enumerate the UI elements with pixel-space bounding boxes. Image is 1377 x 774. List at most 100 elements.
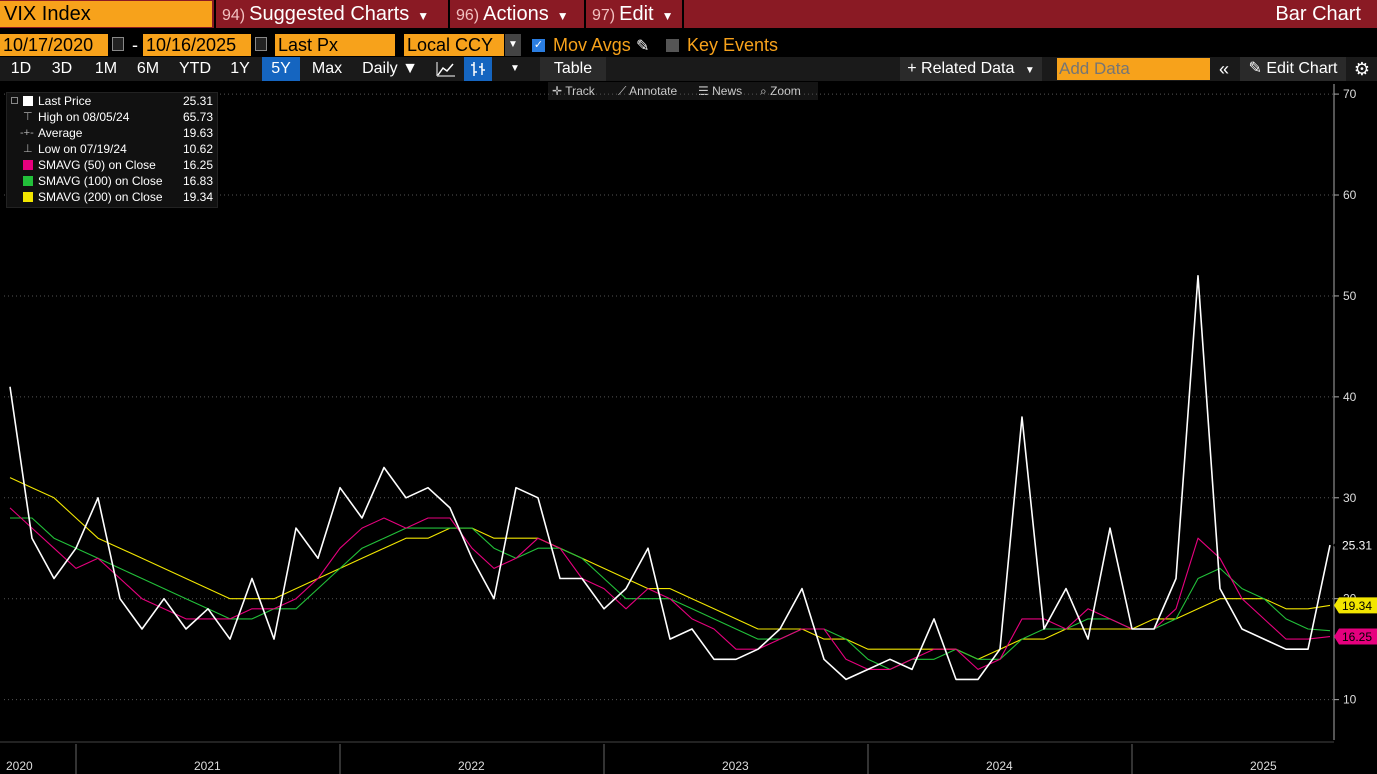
period-max-button[interactable]: Max [311,60,343,77]
period-1m-button[interactable]: 1M [94,60,118,77]
security-input[interactable]: VIX Index [0,1,212,27]
pencil-icon: ✎ [1248,60,1262,77]
low-marker-icon: ⊥ [23,143,33,155]
key-events-label[interactable]: Key Events [687,35,779,55]
period-5y-button[interactable]: 5Y [262,57,300,81]
chevron-down-icon: ▼ [1024,65,1035,76]
annotate-icon: ⟋ [618,84,627,98]
suggested-charts-menu[interactable]: 94) Suggested Charts ▼ [214,0,429,28]
currency-select[interactable]: Local CCY [404,34,504,56]
x-tick-label: 2020 [6,759,33,773]
actions-menu[interactable]: 96) Actions ▼ [448,0,569,28]
crosshair-icon: ✛ [552,84,563,98]
legend-high: ⊤ High on 08/05/24 65.73 [11,109,217,125]
menu-label: Edit [619,3,654,25]
legend-last-price: Last Price 25.31 [11,93,217,109]
collapse-icon[interactable]: « [1218,59,1229,79]
legend-low: ⊥ Low on 07/19/24 10.62 [11,141,217,157]
news-tool[interactable]: ☰ News [698,82,742,100]
period-6m-button[interactable]: 6M [136,60,160,77]
annotate-tool[interactable]: ⟋ Annotate [618,82,677,100]
legend-value: 10.62 [182,142,213,156]
edit-menu[interactable]: 97) Edit ▼ [584,0,684,28]
legend-smavg-100: SMAVG (100) on Close 16.83 [11,173,217,189]
date-separator: - [132,35,138,55]
legend-label: SMAVG (50) on Close [38,158,156,172]
legend-value: 16.83 [182,174,213,188]
last-value-tag-label: 16.25 [1342,630,1372,644]
x-tick-label: 2021 [194,759,221,773]
collapse-icon[interactable] [11,97,18,104]
series-line-smavg-100 [10,517,1331,670]
end-date-input[interactable]: 10/16/2025 [143,34,251,56]
period-3d-button[interactable]: 3D [51,60,73,77]
legend-swatch [23,160,33,170]
zoom-label: Zoom [770,84,801,98]
y-tick-label: 10 [1343,693,1357,707]
chevron-down-icon[interactable]: ▼ [505,34,521,56]
annotate-label: Annotate [629,84,678,98]
chevron-down-icon: ▼ [556,9,569,23]
legend-value: 19.34 [182,190,213,204]
chevron-down-icon: ▼ [661,9,674,23]
period-1y-button[interactable]: 1Y [230,60,250,77]
track-tool[interactable]: ✛ Track [552,82,595,100]
high-marker-icon: ⊤ [23,111,33,123]
bar-chart-icon[interactable] [464,57,492,81]
y-tick-label: 60 [1343,188,1357,202]
menu-number: 94) [222,7,246,24]
calendar-icon[interactable] [255,37,267,51]
period-ytd-button[interactable]: YTD [179,60,211,77]
last-value-tag-bg [1333,536,1377,554]
legend-label: SMAVG (100) on Close [38,174,163,188]
edit-chart-label: Edit Chart [1266,60,1338,77]
mov-avgs-checkbox[interactable]: ✓ [532,39,545,52]
legend-value: 65.73 [182,110,213,124]
x-tick-label: 2024 [986,759,1013,773]
legend-label: Average [38,126,83,140]
start-date-input[interactable]: 10/17/2020 [0,34,108,56]
gear-icon[interactable]: ⚙ [1353,59,1371,79]
legend-value: 16.25 [182,158,213,172]
period-1d-button[interactable]: 1D [10,60,32,77]
last-value-tag-label: 25.31 [1342,539,1372,553]
legend-label: SMAVG (200) on Close [38,190,163,204]
legend-label: High on 08/05/24 [38,110,130,124]
legend-swatch [23,96,33,106]
frequency-select[interactable]: Daily ▼ [362,60,418,77]
pencil-icon[interactable]: ✎ [636,38,650,55]
chevron-down-icon[interactable]: ▼ [510,63,520,74]
y-tick-label: 40 [1343,390,1357,404]
legend-swatch [23,176,33,186]
y-tick-label: 20 [1343,592,1357,606]
menu-number: 96) [456,7,480,24]
series-line-last-price [9,274,1331,681]
field-select[interactable]: Last Px [275,34,395,56]
last-value-tag-label: 19.34 [1342,599,1372,613]
chart-legend[interactable]: Last Price 25.31 ⊤ High on 08/05/24 65.7… [6,92,218,208]
chart-type-title: Bar Chart [1275,3,1361,25]
x-tick-label: 2025 [1250,759,1277,773]
legend-average: -+- Average 19.63 [11,125,217,141]
menu-label: Suggested Charts [249,3,410,25]
legend-smavg-50: SMAVG (50) on Close 16.25 [11,157,217,173]
last-value-tag: 16.25 [1334,628,1377,645]
calendar-icon[interactable] [112,37,124,51]
track-label: Track [565,84,595,98]
related-data-button[interactable]: + Related Data ▼ [900,57,1042,81]
table-button[interactable]: Table [540,57,606,81]
legend-label: Low on 07/19/24 [38,142,127,156]
y-tick-label: 70 [1343,87,1357,101]
zoom-tool[interactable]: ⌕ Zoom [760,82,801,100]
key-events-checkbox[interactable] [666,39,679,52]
last-value-tag-bg [1334,597,1377,614]
legend-value: 19.63 [182,126,213,140]
edit-chart-button[interactable]: ✎ Edit Chart [1240,57,1346,81]
line-chart-icon[interactable] [432,57,460,81]
last-value-tag: 19.34 [1334,597,1377,614]
menu-number: 97) [592,7,616,24]
related-data-label: + Related Data [907,60,1015,77]
add-data-input[interactable] [1057,58,1210,80]
mov-avgs-label[interactable]: Mov Avgs [553,35,631,55]
chart-tools: ✛ Track ⟋ Annotate ☰ News ⌕ Zoom [548,82,818,100]
